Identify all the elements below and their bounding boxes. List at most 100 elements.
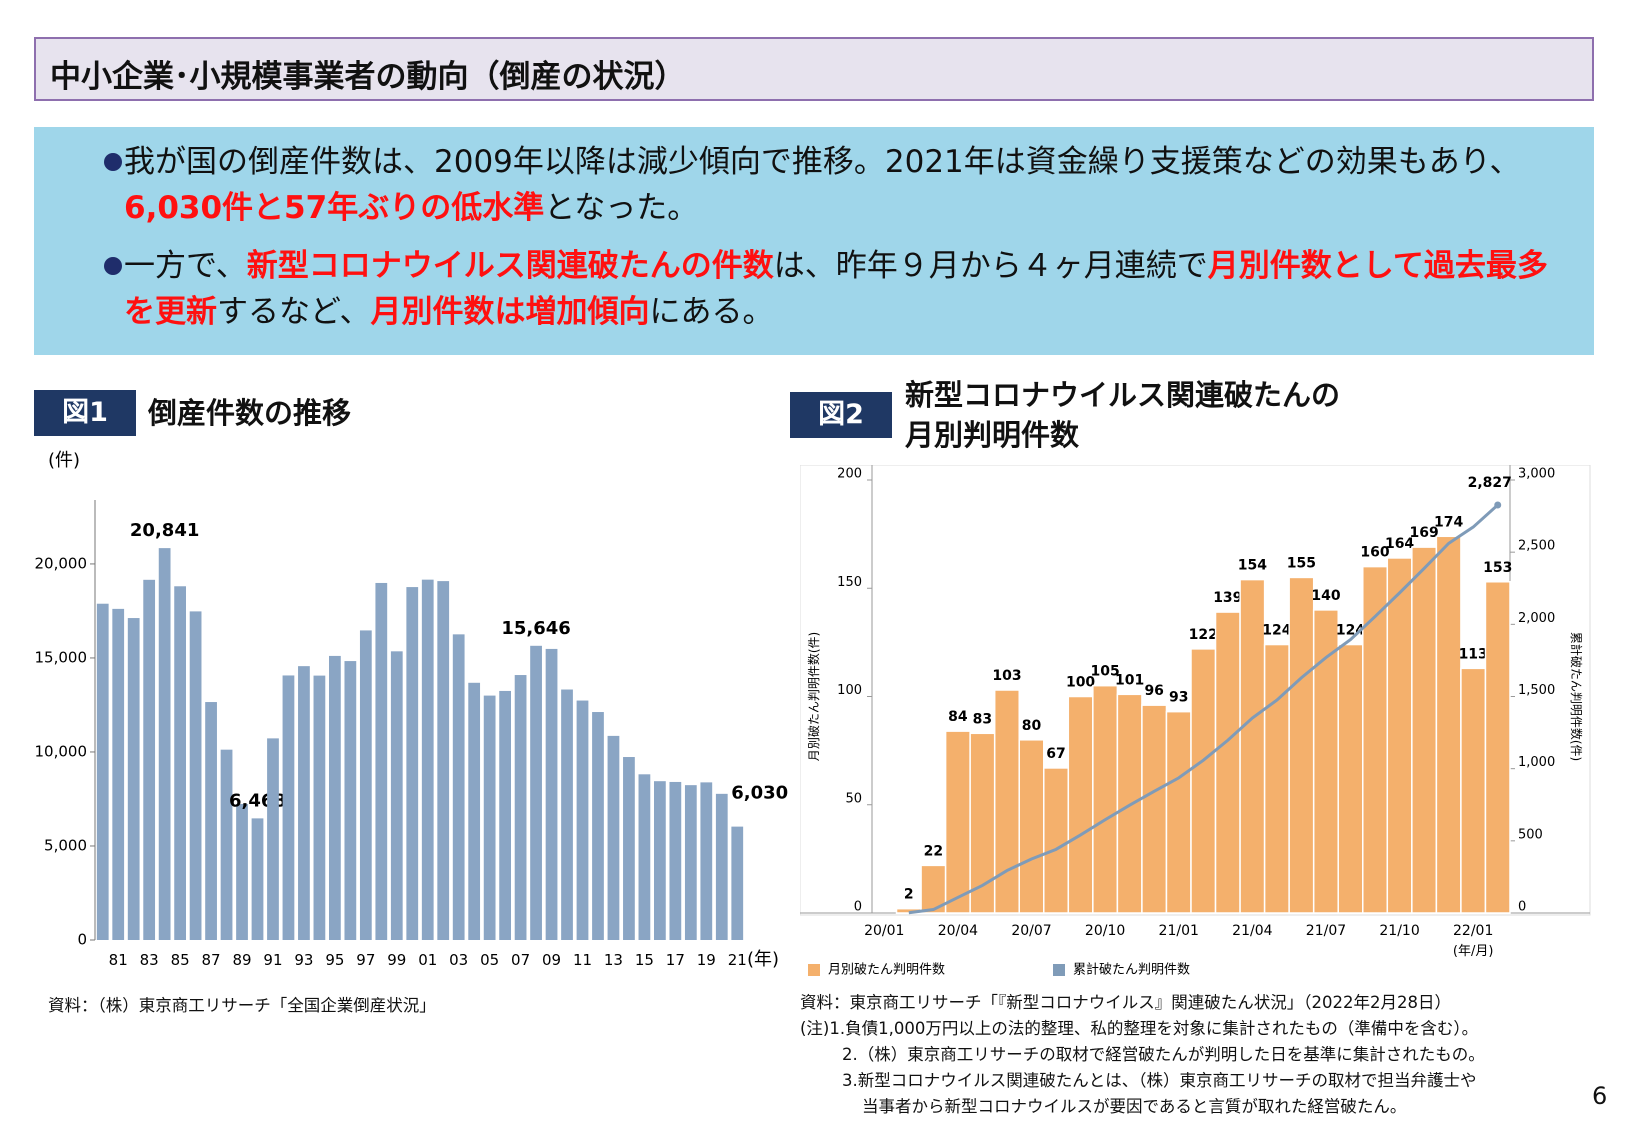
bar xyxy=(638,774,651,940)
y-tick-label: 150 xyxy=(837,575,862,590)
highlight-text: 6,030件と57年ぶりの低水準 xyxy=(124,190,545,226)
bar xyxy=(1018,739,1045,914)
data-label: 169 xyxy=(1409,525,1438,541)
bar xyxy=(623,757,635,940)
bar xyxy=(143,579,156,940)
bar xyxy=(1165,710,1192,914)
source-note: 資料：（株）東京商工リサーチ「全国企業倒産状況」 xyxy=(48,996,436,1015)
x-tick-label: 05 xyxy=(480,951,499,969)
y-unit: (件) xyxy=(48,450,80,471)
x-tick-label: 17 xyxy=(666,951,685,969)
bar xyxy=(236,803,248,940)
y-tick-label: 50 xyxy=(845,791,862,806)
data-label: 154 xyxy=(1238,558,1267,574)
text: 一方で、 xyxy=(124,248,247,284)
x-tick-label: 87 xyxy=(202,951,221,969)
y2-tick-label: 2,000 xyxy=(1518,611,1555,626)
y2-tick-label: 1,000 xyxy=(1518,755,1555,770)
bar xyxy=(654,781,666,940)
line xyxy=(908,503,1499,915)
data-label: 124 xyxy=(1262,623,1291,639)
x-tick-label: 01 xyxy=(418,951,437,969)
data-label: 22 xyxy=(924,843,943,859)
x-tick-label: 22/01 xyxy=(1453,923,1493,939)
data-label: 96 xyxy=(1144,683,1163,699)
highlight-text: 新型コロナウイルス関連破たんの件数 xyxy=(246,248,774,284)
bullet: 一方で、新型コロナウイルス関連破たんの件数は、昨年９月から４ヶ月連続で月別件数と… xyxy=(104,243,1574,335)
text: にある。 xyxy=(649,294,774,330)
y-tick-label: 0 xyxy=(854,900,862,915)
header: 中小企業･小規模事業者の動向（倒産の状況） xyxy=(34,37,1594,101)
text: となった。 xyxy=(544,190,699,226)
text: するなど、 xyxy=(217,294,371,330)
x-tick-label: 21/07 xyxy=(1306,923,1346,939)
bar xyxy=(1460,667,1487,914)
data-label: 140 xyxy=(1311,588,1340,604)
data-label: 2,827 xyxy=(1468,475,1512,491)
bar xyxy=(561,689,573,940)
bar xyxy=(731,826,744,940)
bullet: 我が国の倒産件数は、2009年以降は減少傾向で推移。2021年は資金繰り支援策な… xyxy=(104,139,1574,231)
x-tick-label: 13 xyxy=(604,951,623,969)
x-tick-label: 85 xyxy=(171,951,190,969)
x-tick-label: 89 xyxy=(232,951,251,969)
y-tick-label: 5,000 xyxy=(44,836,87,854)
bar xyxy=(251,818,264,940)
y-tick-label: 100 xyxy=(837,683,862,698)
x-tick-label: 20/01 xyxy=(864,923,904,939)
x-tick-label: 20/10 xyxy=(1085,923,1125,939)
bar xyxy=(267,738,279,940)
bar xyxy=(189,611,202,940)
y-tick-label: 15,000 xyxy=(35,648,88,666)
x-tick-label: 21 xyxy=(728,951,747,969)
bar xyxy=(1435,535,1462,914)
x-tick-label: 99 xyxy=(387,951,406,969)
data-label: 103 xyxy=(992,668,1021,684)
bar xyxy=(1386,557,1413,914)
plot-frame xyxy=(800,465,1591,916)
bar xyxy=(375,582,388,940)
data-label: 6,030 xyxy=(731,783,788,804)
bar xyxy=(530,645,542,940)
highlight-text: 月別件数は増加傾向 xyxy=(370,294,650,330)
data-label: 113 xyxy=(1459,646,1488,662)
bar xyxy=(406,587,419,940)
bar xyxy=(1337,643,1364,914)
data-label: 105 xyxy=(1090,664,1119,680)
data-label: 100 xyxy=(1066,675,1095,691)
x-tick-label: 91 xyxy=(263,951,282,969)
data-label: 164 xyxy=(1385,536,1414,552)
data-label: 67 xyxy=(1046,746,1065,762)
data-label: 15,646 xyxy=(501,618,570,639)
bar xyxy=(1190,648,1217,914)
y2-tick-label: 0 xyxy=(1518,900,1526,915)
figure-title: 倒産件数の推移 xyxy=(148,396,352,430)
x-tick-label: 95 xyxy=(325,951,344,969)
chart: (件) 0 5,000 10,000 15,000 20,000 81 83 20,841 85 8… xyxy=(35,450,789,970)
data-label: 101 xyxy=(1115,672,1144,688)
data-label: 139 xyxy=(1213,590,1242,606)
data-label: 174 xyxy=(1434,514,1463,530)
bar xyxy=(669,781,682,940)
x-tick-label: 20/07 xyxy=(1011,923,1051,939)
bar xyxy=(684,785,697,940)
bar xyxy=(1214,611,1241,914)
x-tick-label: 15 xyxy=(635,951,654,969)
bar xyxy=(359,630,372,940)
x-tick-label: 21/10 xyxy=(1379,923,1419,939)
x-tick-label: 81 xyxy=(109,951,128,969)
data-label: 160 xyxy=(1360,545,1389,561)
y-axis-title: 月別破たん判明件数(件) xyxy=(806,632,821,761)
highlight-text: 月別件数として過去最多を更新 xyxy=(124,248,1548,330)
bar xyxy=(96,603,109,940)
bar xyxy=(1484,581,1511,914)
chart: 0 50 100 150 200 0 500 1,000 1,500 2,000 2,500 3,00… xyxy=(800,465,1591,978)
bar xyxy=(545,648,558,940)
data-label: 83 xyxy=(973,711,992,727)
note: 2.（株）東京商工リサーチの取材で経営破たんが判明した日を基準に集計されたもの。 xyxy=(842,1045,1485,1064)
figure-title: 新型コロナウイルス関連破たんの xyxy=(905,378,1341,412)
bar xyxy=(499,690,511,940)
text: は、昨年９月から４ヶ月連続で xyxy=(773,248,1208,284)
note: (注)1.負債1,000万円以上の法的整理、私的整理を対象に集計されたもの（準備… xyxy=(800,1019,1479,1038)
